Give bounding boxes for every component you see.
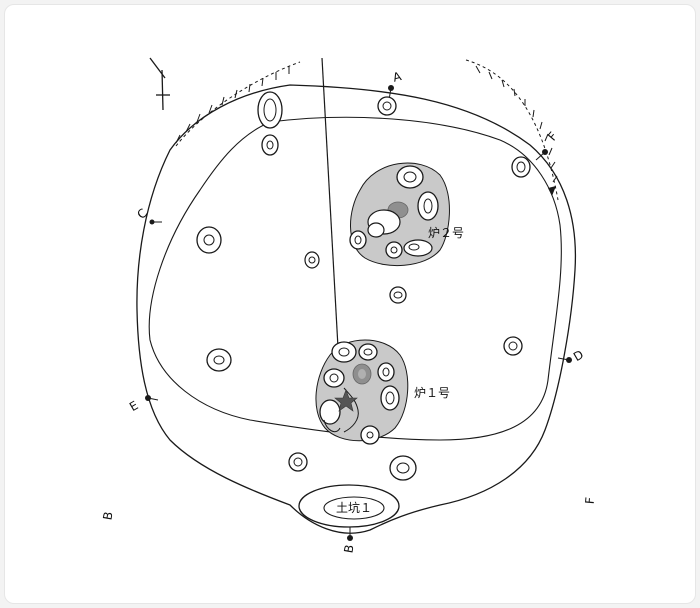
slope-arrowhead [548,186,556,196]
hearth-2 [349,162,450,267]
north-arrow [149,57,170,111]
pit-1-label: 土坑１ [336,500,372,515]
section-label-c: C [134,206,149,222]
section-label-e: E [127,398,141,414]
hearth-1 [315,339,409,445]
post-holes [196,91,531,481]
pit-1 [298,484,400,528]
slope-edge-right [465,59,559,201]
section-label-a: A [391,69,403,85]
section-markers [145,85,572,541]
section-label-b-bottom: B [341,544,356,555]
section-label-b-left: B [100,511,115,522]
hearth-1-label: 炉１号 [414,386,450,400]
hearth-2-label: 炉２号 [428,226,464,240]
slope-hachures-left [175,66,290,144]
slope-hachures-right [475,65,558,183]
section-label-f-right: F [583,496,598,504]
section-label-f-top: F [545,129,560,143]
outer-pit-outline [136,84,577,534]
slope-edge-left [175,61,301,147]
inner-floor-outline [148,116,562,441]
section-label-d: D [571,347,586,364]
star-marker-icon [334,389,358,412]
